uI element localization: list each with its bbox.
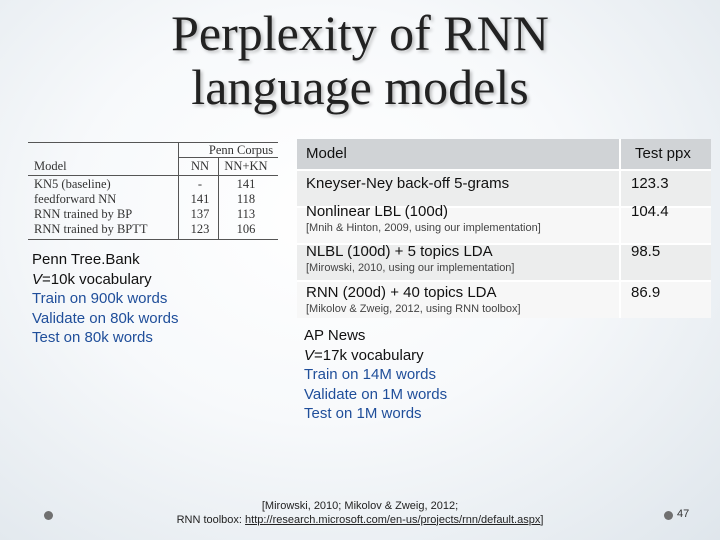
- table-header-row: [297, 139, 711, 170]
- penn-train: Train on 900k words: [32, 290, 168, 307]
- bullet-dot-left: [44, 511, 53, 520]
- ap-dataset-name: AP News: [304, 327, 366, 344]
- vocab-text: =10k vocabulary: [42, 270, 152, 288]
- table-row: [297, 244, 711, 281]
- table-row-nn: -: [197, 177, 203, 191]
- penn-col-nn: NN: [190, 159, 210, 173]
- table-row-nn: 137: [190, 207, 210, 221]
- ap-dataset-info: AP News V=17k vocabulary Train on 14M wo…: [304, 326, 447, 424]
- footer-suffix: ]: [540, 513, 544, 526]
- row-ppx: 104.4: [631, 203, 669, 220]
- row-model: Kneyser-Ney back-off 5-grams: [306, 175, 510, 192]
- penn-dataset-name: Penn Tree.Bank: [32, 251, 140, 268]
- table-row-model: KN5 (baseline): [34, 177, 111, 191]
- table-row-nnkn: 106: [236, 222, 256, 236]
- col-header-test-ppx: Test ppx: [635, 145, 691, 162]
- slide-title-line-2: language models: [191, 59, 529, 115]
- row-model: RNN (200d) + 40 topics LDA: [306, 284, 497, 301]
- penn-col-nnkn: NN+KN: [224, 159, 268, 173]
- penn-corpus-table: Penn Corpus Model NN NN+KN KN5 (baseline…: [28, 142, 278, 240]
- bullet-dot-right: [664, 511, 673, 520]
- penn-vocab: V=10k vocabulary: [32, 270, 178, 290]
- row-model: Nonlinear LBL (100d): [306, 203, 449, 220]
- table-row-model: RNN trained by BP: [34, 207, 133, 221]
- table-row-nnkn: 113: [236, 207, 256, 221]
- row-citation: [Mikolov & Zweig, 2012, using RNN toolbo…: [306, 303, 521, 315]
- table-rule: [28, 142, 278, 143]
- row-divider: [297, 243, 711, 245]
- row-ppx: 86.9: [631, 284, 661, 301]
- penn-validate: Validate on 80k words: [32, 309, 179, 327]
- column-divider: [619, 139, 621, 318]
- table-row: [297, 281, 711, 318]
- page-number: 47: [677, 508, 690, 520]
- ap-validate: Validate on 1M words: [304, 385, 448, 403]
- col-header-model: Model: [306, 145, 347, 162]
- footer-prefix: RNN toolbox:: [176, 513, 246, 526]
- row-citation: [Mnih & Hinton, 2009, using our implemen…: [306, 222, 541, 234]
- row-divider: [297, 206, 711, 208]
- table-rule: [28, 239, 278, 240]
- ap-vocab: V=17k vocabulary: [304, 346, 447, 366]
- ap-train: Train on 14M words: [304, 366, 436, 383]
- table-vrule: [178, 142, 179, 240]
- rnn-toolbox-link[interactable]: http://research.microsoft.com/en-us/proj…: [245, 513, 541, 526]
- footer-line-1: [Mirowski, 2010; Mikolov & Zweig, 2012;: [261, 500, 459, 512]
- row-citation: [Mirowski, 2010, using our implementatio…: [306, 262, 515, 274]
- row-divider: [297, 169, 711, 171]
- penn-test: Test on 80k words: [32, 329, 153, 346]
- table-vrule: [218, 157, 219, 240]
- slide-title: Perplexity of RNN language models: [110, 6, 610, 114]
- footer-line-2: RNN toolbox: http://research.microsoft.c…: [100, 514, 620, 528]
- vocab-symbol: V: [32, 270, 43, 288]
- vocab-text: =17k vocabulary: [314, 346, 424, 364]
- footer-citation: [Mirowski, 2010; Mikolov & Zweig, 2012; …: [100, 500, 620, 527]
- row-ppx: 123.3: [631, 175, 669, 192]
- row-model: NLBL (100d) + 5 topics LDA: [306, 243, 493, 260]
- penn-corpus-header: Penn Corpus: [208, 143, 274, 157]
- table-row: [297, 170, 711, 207]
- table-row-model: RNN trained by BPTT: [34, 222, 148, 236]
- penn-dataset-info: Penn Tree.Bank V=10k vocabulary Train on…: [32, 250, 178, 348]
- table-row-nn: 141: [190, 192, 210, 206]
- vocab-symbol: V: [304, 346, 315, 364]
- table-rule: [28, 175, 278, 176]
- ap-test: Test on 1M words: [304, 405, 422, 422]
- slide-title-line-1: Perplexity of RNN: [171, 5, 549, 61]
- row-ppx: 98.5: [631, 243, 661, 260]
- table-rule: [178, 157, 278, 158]
- row-divider: [297, 280, 711, 282]
- table-row-nnkn: 118: [236, 192, 256, 206]
- table-row: [297, 207, 711, 244]
- table-row-nnkn: 141: [236, 177, 256, 191]
- penn-col-model: Model: [34, 159, 67, 173]
- table-row-nn: 123: [190, 222, 210, 236]
- perplexity-table: Model Test ppx Kneyser-Ney back-off 5-gr…: [297, 139, 711, 318]
- table-row-model: feedforward NN: [34, 192, 117, 206]
